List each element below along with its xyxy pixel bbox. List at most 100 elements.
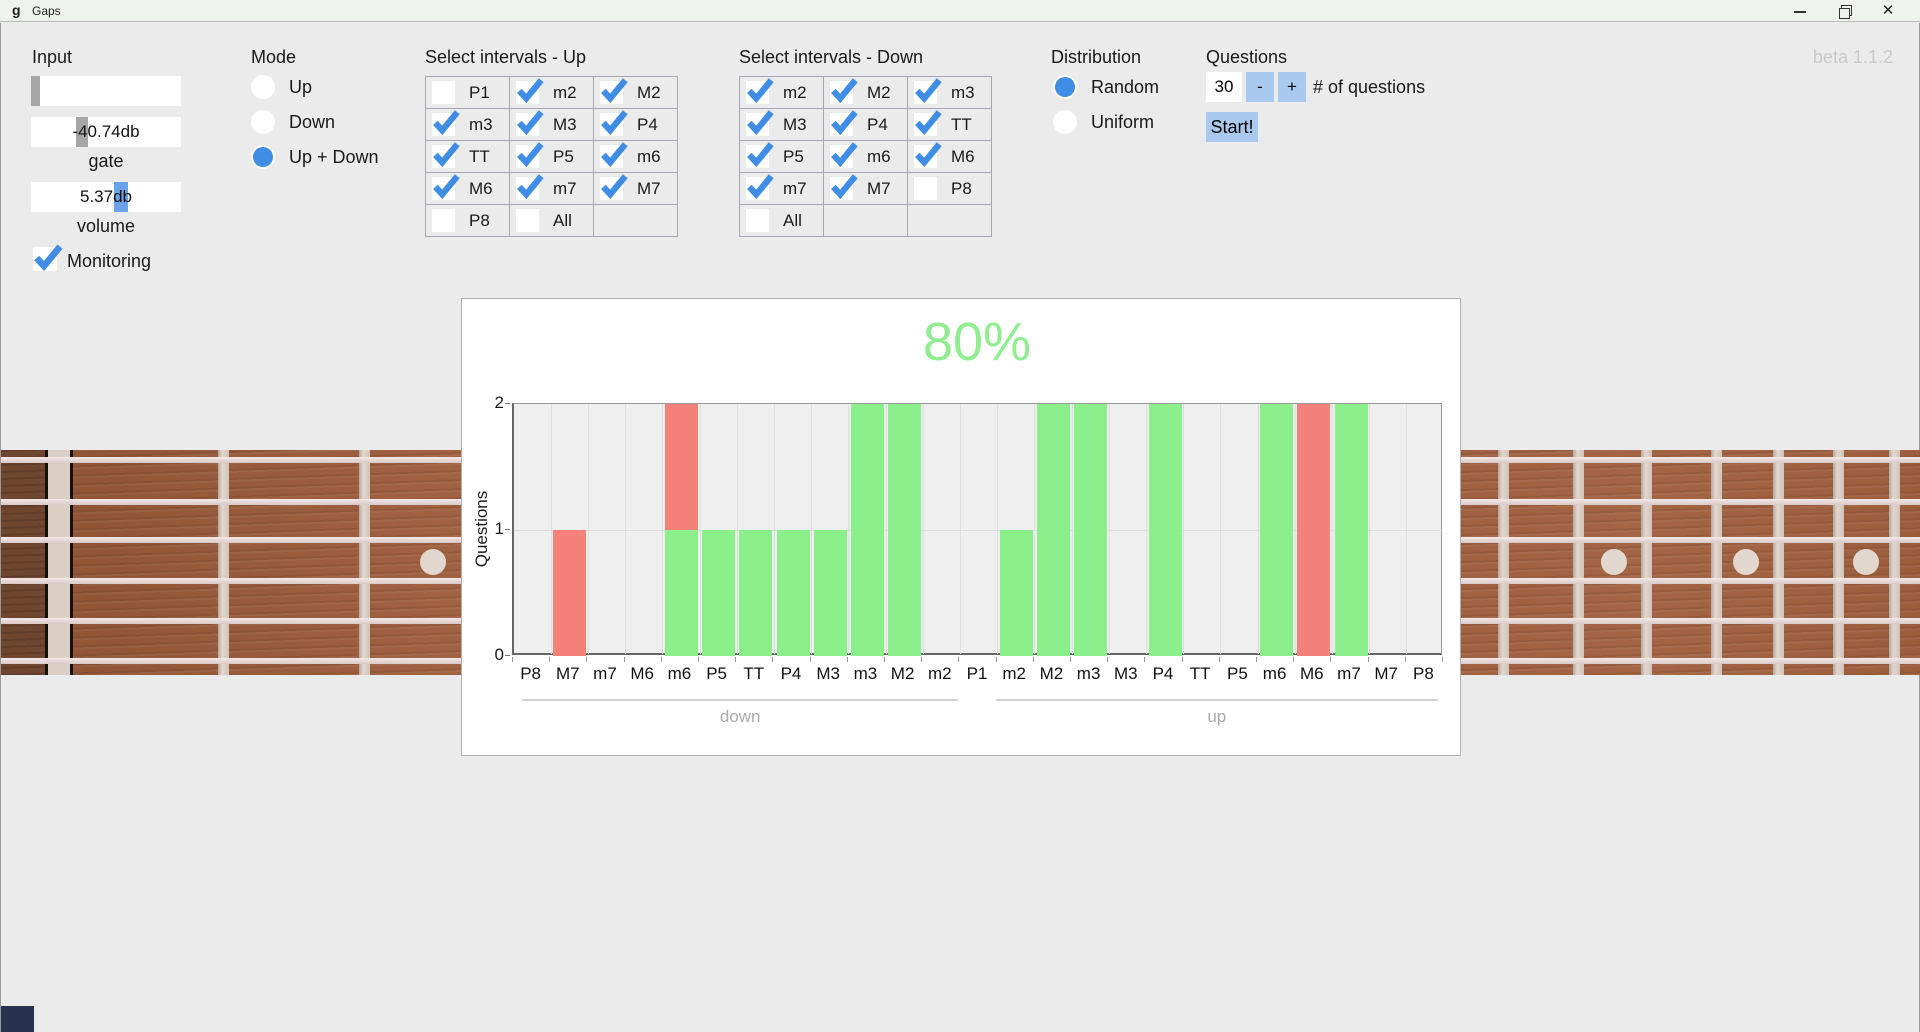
distribution-option-random[interactable]: Random xyxy=(1053,75,1159,99)
restore-icon xyxy=(1839,5,1852,19)
radio-label: Up xyxy=(289,76,313,97)
distribution-option-uniform[interactable]: Uniform xyxy=(1053,110,1159,134)
interval-down-m2[interactable]: m2 xyxy=(739,76,824,109)
gate-slider[interactable]: -40.74db xyxy=(31,117,181,147)
volume-value: 5.37db xyxy=(80,187,132,206)
titlebar: g Gaps ✕ xyxy=(0,0,1920,22)
y-tick-label: 0 xyxy=(494,645,504,664)
mode-option-up-down[interactable]: Up + Down xyxy=(251,145,379,169)
distribution-section-title: Distribution xyxy=(1051,47,1142,67)
empty-cell xyxy=(593,204,678,237)
interval-label: m6 xyxy=(637,146,661,166)
interval-label: m7 xyxy=(783,178,807,198)
fret-marker-dot xyxy=(1601,549,1627,575)
volume-slider[interactable]: 5.37db xyxy=(31,182,181,212)
interval-up-p8[interactable]: P8 xyxy=(425,204,510,237)
interval-down-all[interactable]: All xyxy=(739,204,824,237)
check-icon xyxy=(433,174,460,200)
interval-up-p4[interactable]: P4 xyxy=(593,108,678,141)
interval-down-m7[interactable]: m7 xyxy=(739,172,824,205)
interval-down-m3[interactable]: m3 xyxy=(907,76,992,109)
gridline xyxy=(736,404,738,654)
interval-down-m2[interactable]: M2 xyxy=(823,76,908,109)
chart-plot-area xyxy=(512,403,1442,656)
bar-correct-m2 xyxy=(999,530,1033,656)
checkbox-icon xyxy=(432,81,455,104)
version-label: beta 1.1.2 xyxy=(1812,47,1893,67)
increase-questions-button[interactable]: + xyxy=(1278,72,1306,102)
bar-correct-m6 xyxy=(1260,404,1294,656)
checkbox-icon xyxy=(516,209,539,232)
x-tick-label: m6 xyxy=(1262,664,1287,683)
radio-icon xyxy=(1053,110,1077,134)
interval-up-all[interactable]: All xyxy=(509,204,594,237)
interval-down-m7[interactable]: M7 xyxy=(823,172,908,205)
gate-slider-handle[interactable] xyxy=(76,117,88,147)
interval-up-m2[interactable]: M2 xyxy=(593,76,678,109)
checkbox-icon xyxy=(914,110,942,136)
intervals-up-title: Select intervals - Up xyxy=(425,47,587,67)
check-icon xyxy=(517,110,544,136)
interval-down-m6[interactable]: M6 xyxy=(907,140,992,173)
interval-down-p5[interactable]: P5 xyxy=(739,140,824,173)
interval-up-m6[interactable]: m6 xyxy=(593,140,678,173)
x-tick-mark xyxy=(1107,657,1109,662)
minimize-button[interactable] xyxy=(1780,0,1820,22)
checkbox-icon xyxy=(432,142,460,168)
interval-down-m3[interactable]: M3 xyxy=(739,108,824,141)
close-button[interactable]: ✕ xyxy=(1868,0,1908,22)
mode-option-up[interactable]: Up xyxy=(251,75,379,99)
interval-up-m3[interactable]: M3 xyxy=(509,108,594,141)
monitoring-checkbox[interactable] xyxy=(33,244,63,272)
interval-up-m2[interactable]: m2 xyxy=(509,76,594,109)
checkbox-icon xyxy=(600,142,628,168)
check-icon xyxy=(517,174,544,200)
mode-option-down[interactable]: Down xyxy=(251,110,379,134)
x-tick-label: P4 xyxy=(780,664,802,683)
decrease-questions-button[interactable]: - xyxy=(1246,72,1274,102)
checkbox-icon xyxy=(830,110,858,136)
x-tick-label: P5 xyxy=(706,664,727,683)
checkbox-icon xyxy=(914,142,942,168)
bar-wrong-M7 xyxy=(553,530,587,656)
interval-up-m7[interactable]: M7 xyxy=(593,172,678,205)
start-button[interactable]: Start! xyxy=(1206,112,1258,142)
interval-up-m3[interactable]: m3 xyxy=(425,108,510,141)
check-icon xyxy=(517,78,544,104)
y-tick-label: 2 xyxy=(494,393,504,412)
check-icon xyxy=(747,142,774,168)
interval-down-p8[interactable]: P8 xyxy=(907,172,992,205)
interval-down-tt[interactable]: TT xyxy=(907,108,992,141)
x-tick-label: M3 xyxy=(816,664,840,683)
questions-suffix-label: # of questions xyxy=(1313,77,1426,97)
interval-up-tt[interactable]: TT xyxy=(425,140,510,173)
questions-section-title: Questions xyxy=(1206,47,1288,67)
maximize-button[interactable] xyxy=(1825,0,1865,22)
interval-label: TT xyxy=(951,114,972,134)
corner-accent xyxy=(1,1006,34,1032)
interval-down-m6[interactable]: m6 xyxy=(823,140,908,173)
checkbox-icon xyxy=(600,110,628,136)
x-tick-mark xyxy=(735,657,737,662)
x-tick-label: M7 xyxy=(1374,664,1398,683)
x-tick-label: m2 xyxy=(1002,664,1026,683)
x-tick-mark xyxy=(549,657,551,662)
x-tick-mark xyxy=(512,657,513,662)
interval-up-p5[interactable]: P5 xyxy=(509,140,594,173)
fret xyxy=(1498,450,1509,675)
checkbox-icon xyxy=(516,110,544,136)
interval-label: P1 xyxy=(469,82,490,102)
x-tick-label: P8 xyxy=(1412,664,1434,683)
interval-down-p4[interactable]: P4 xyxy=(823,108,908,141)
interval-up-m6[interactable]: M6 xyxy=(425,172,510,205)
question-count-input[interactable] xyxy=(1206,72,1242,102)
check-icon xyxy=(915,78,942,104)
radio-icon xyxy=(251,75,275,99)
interval-up-m7[interactable]: m7 xyxy=(509,172,594,205)
interval-up-p1[interactable]: P1 xyxy=(425,76,510,109)
x-tick-label: m7 xyxy=(1337,664,1361,683)
input-level-meter[interactable] xyxy=(31,76,181,106)
volume-slider-handle[interactable] xyxy=(114,182,128,212)
gridline xyxy=(773,404,775,654)
interval-label: m2 xyxy=(783,82,807,102)
